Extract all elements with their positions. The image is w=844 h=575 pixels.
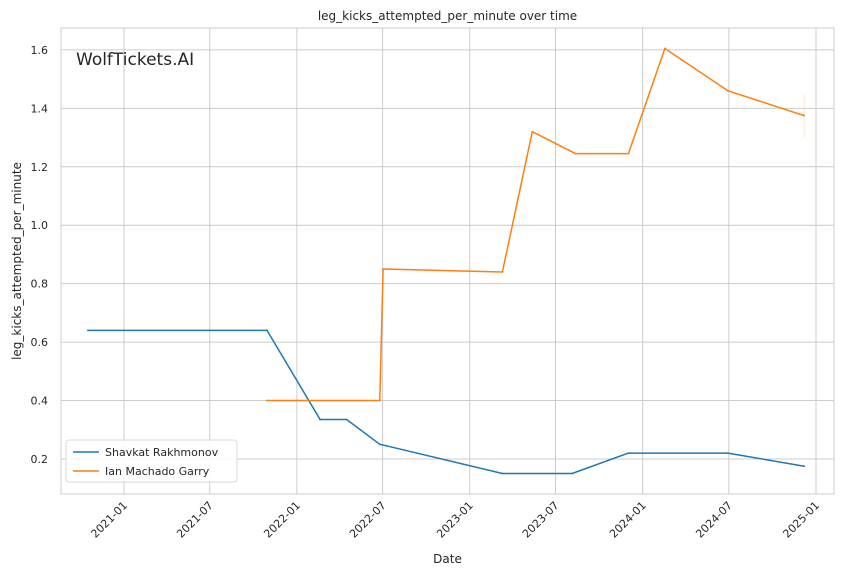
y-tick-label: 0.6 (31, 336, 49, 349)
data-point (378, 443, 381, 446)
y-tick-label: 1.4 (31, 102, 49, 115)
y-tick-label: 0.8 (31, 278, 49, 291)
data-point (378, 399, 381, 402)
data-point (319, 418, 321, 421)
data-point (345, 418, 348, 421)
y-tick-label: 1.2 (31, 161, 49, 174)
data-point (627, 152, 630, 155)
y-tick-label: 0.2 (31, 453, 49, 466)
data-point (266, 329, 268, 332)
legend: Shavkat Rakhmonov Ian Machado Garry (65, 439, 238, 483)
data-point (385, 444, 388, 447)
data-point (574, 152, 577, 155)
y-tick-label: 0.4 (31, 395, 49, 408)
data-point (266, 399, 268, 402)
grid (61, 28, 834, 494)
chart-title: leg_kicks_attempted_per_minute over time (318, 9, 577, 23)
data-point (501, 271, 504, 273)
data-point (627, 452, 630, 454)
data-point (571, 472, 573, 475)
data-point (727, 89, 729, 92)
data-point (803, 465, 806, 468)
series-line-1 (266, 47, 805, 402)
legend-label: Shavkat Rakhmonov (105, 446, 219, 459)
y-tick-label: 1.6 (31, 44, 49, 57)
data-point (803, 114, 806, 117)
legend-label: Ian Machado Garry (105, 465, 210, 478)
data-point (664, 47, 666, 50)
y-tick-label: 1.0 (31, 219, 49, 232)
data-point (501, 472, 504, 475)
series-layer (87, 47, 806, 475)
data-point (382, 268, 384, 270)
watermark: WolfTickets.AI (76, 50, 194, 70)
legend-box (65, 439, 238, 483)
x-axis-label: Date (433, 552, 462, 566)
data-point (87, 329, 89, 332)
data-point (727, 452, 729, 454)
data-point (531, 130, 534, 133)
axes-frame (60, 27, 835, 495)
y-axis-label: leg_kicks_attempted_per_minute (10, 162, 24, 360)
